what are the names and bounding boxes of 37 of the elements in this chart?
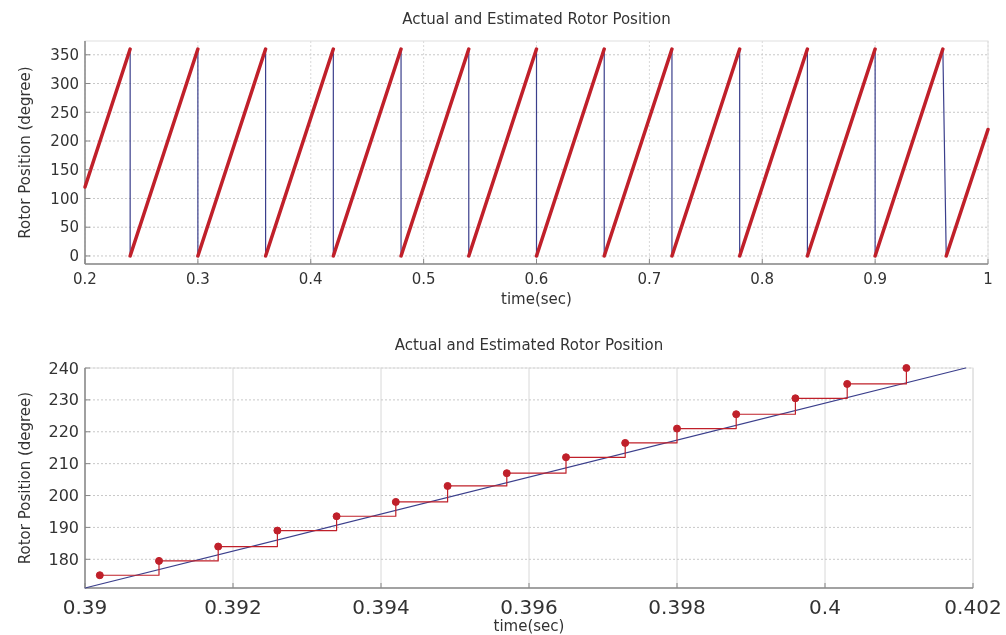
y-tick-label: 180 bbox=[48, 549, 79, 569]
y-axis-title: Rotor Position (degree) bbox=[16, 391, 34, 565]
y-tick-label: 230 bbox=[48, 390, 79, 410]
y-tick-label: 200 bbox=[48, 486, 79, 506]
x-tick-label: 0.4 bbox=[809, 595, 841, 619]
y-tick-label: 250 bbox=[50, 103, 79, 122]
x-tick-label: 0.7 bbox=[637, 270, 662, 288]
y-tick-label: 100 bbox=[50, 189, 79, 208]
x-tick-label: 0.392 bbox=[204, 595, 262, 619]
y-tick-label: 220 bbox=[48, 422, 79, 442]
x-axis-title: time(sec) bbox=[493, 617, 565, 635]
x-tick-label: 0.9 bbox=[863, 270, 888, 288]
y-tick-label: 300 bbox=[50, 74, 79, 93]
x-tick-label: 0.8 bbox=[750, 270, 775, 288]
x-tick-label: 0.3 bbox=[185, 270, 210, 288]
y-tick-label: 240 bbox=[48, 358, 79, 378]
x-tick-label: 0.402 bbox=[944, 595, 1002, 619]
x-tick-label: 0.398 bbox=[648, 595, 706, 619]
x-tick-label: 0.394 bbox=[352, 595, 410, 619]
y-tick-label: 150 bbox=[50, 160, 79, 179]
x-tick-label: 0.4 bbox=[298, 270, 323, 288]
x-tick-label: 0.2 bbox=[73, 270, 97, 288]
x-tick-label: 0.39 bbox=[62, 595, 108, 619]
y-tick-label: 50 bbox=[59, 218, 79, 237]
chart-title: Actual and Estimated Rotor Position bbox=[394, 336, 664, 354]
x-axis-title: time(sec) bbox=[501, 290, 572, 308]
y-tick-label: 210 bbox=[48, 454, 79, 474]
x-tick-label: 1 bbox=[983, 270, 993, 288]
y-tick-label: 200 bbox=[50, 132, 79, 151]
y-axis-title: Rotor Position (degree) bbox=[16, 66, 34, 239]
x-tick-label: 0.5 bbox=[411, 270, 436, 288]
y-tick-label: 0 bbox=[69, 247, 79, 266]
y-tick-label: 350 bbox=[50, 46, 79, 65]
x-tick-label: 0.396 bbox=[500, 595, 558, 619]
y-tick-label: 190 bbox=[48, 518, 79, 538]
x-tick-label: 0.6 bbox=[524, 270, 549, 288]
chart-title: Actual and Estimated Rotor Position bbox=[402, 10, 671, 28]
